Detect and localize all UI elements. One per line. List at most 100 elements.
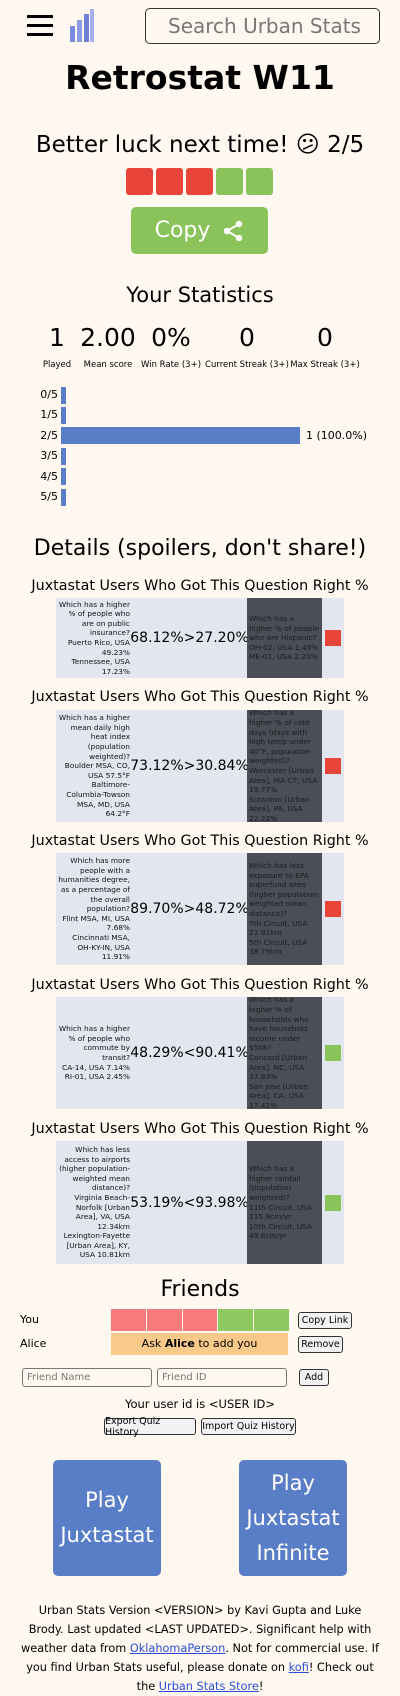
prompt-text: to add you — [198, 1337, 258, 1350]
pct-right: 93.98% — [195, 1194, 249, 1211]
option-name: 7th Circuit, USA — [249, 918, 308, 928]
import-button[interactable]: Import Quiz History — [201, 1418, 296, 1435]
stat-value: 1 — [49, 323, 65, 352]
option-name: San Jose [Urban Area], CA, USA — [249, 1081, 308, 1101]
prompt-text: Ask — [141, 1337, 162, 1350]
friend-square — [111, 1309, 146, 1331]
result-square — [325, 630, 341, 646]
option-name: Tennessee, USA — [71, 657, 130, 667]
search-placeholder: Search Urban Stats — [168, 14, 361, 38]
option-name: OH-02, USA — [249, 642, 293, 652]
question-text: Which has less access to airports (highe… — [59, 1144, 130, 1193]
remove-button[interactable]: Remove — [298, 1336, 343, 1353]
menu-bar — [27, 15, 53, 18]
copy-button[interactable]: Copy — [131, 207, 268, 254]
question-text: Which has more people with a humanities … — [58, 856, 130, 914]
option: Lexington-Fayette [Urban Area], KY, USA … — [58, 1231, 130, 1260]
question-box: Which has a higher mean daily high heat … — [56, 710, 344, 822]
option: RI-01, USA 2.45% — [58, 1072, 130, 1082]
comparator: < — [183, 1045, 196, 1061]
question-heading: Juxtastat Users Who Got This Question Ri… — [31, 977, 369, 993]
footer-link[interactable]: Urban Stats Store — [158, 1680, 259, 1693]
stat-label: Win Rate (3+) — [140, 360, 202, 370]
pct-left: 68.12% — [130, 630, 184, 646]
button-label: Add — [304, 1372, 324, 1383]
result-square — [325, 901, 341, 917]
menu-bar — [27, 24, 53, 27]
question-cell: Which has less exposure to EPA superfund… — [247, 853, 322, 965]
friend-name-input[interactable]: Friend Name — [22, 1368, 152, 1387]
friends-title: Friends — [160, 1277, 240, 1302]
copy-link-button[interactable]: Copy Link — [298, 1312, 352, 1329]
result-square — [325, 758, 341, 774]
add-button[interactable]: Add — [299, 1369, 329, 1386]
result-square — [186, 168, 213, 195]
result-square — [325, 1045, 341, 1061]
logo[interactable] — [68, 8, 96, 44]
option: Cincinnati MSA, OH-KY-IN, USA 11.91% — [58, 933, 130, 962]
question-cell: Which has more people with a humanities … — [56, 853, 132, 965]
option-name: Boulder MSA, CO, USA — [64, 761, 130, 780]
option: 5th Circuit, USA 38.79km — [249, 938, 320, 957]
stat-label: Current Streak (3+) — [205, 360, 289, 370]
option: Scranton [Urban Area], PA, USA 22.22% — [249, 795, 320, 822]
hist-bar — [61, 406, 66, 424]
option-value: 19.77% — [249, 785, 278, 795]
question-heading: Juxtastat Users Who Got This Question Ri… — [31, 833, 369, 849]
hist-bar — [61, 386, 66, 404]
option: CA-14, USA 7.14% — [58, 1063, 130, 1073]
option-value: 11.91% — [101, 952, 130, 962]
question-text: Which has less exposure to EPA superfund… — [249, 861, 320, 918]
question-box: Which has a higher % of people who commu… — [56, 997, 344, 1109]
comparator: < — [183, 1194, 196, 1211]
pct-right: 48.72% — [195, 901, 249, 917]
option-name: Concord [Urban Area], NC, USA — [249, 1053, 308, 1072]
friend-square — [182, 1309, 218, 1331]
menu-button[interactable] — [27, 15, 53, 37]
result-square — [216, 168, 243, 195]
question-heading: Juxtastat Users Who Got This Question Ri… — [31, 1121, 369, 1137]
search-box[interactable]: Search Urban Stats — [145, 8, 380, 44]
result-square — [156, 168, 183, 195]
question-cell: Which has less access to airports (highe… — [56, 1141, 132, 1264]
hist-bar — [61, 447, 66, 465]
option-name: CA-14, USA — [62, 1062, 105, 1072]
option: OH-02, USA 1.49% — [249, 643, 320, 653]
question-cell: Which has a higher % of people who commu… — [56, 997, 132, 1109]
friend-id-input[interactable]: Friend ID — [157, 1368, 287, 1387]
footer-text: . Not for commercial use. If you find Ur… — [26, 1642, 379, 1674]
option: 7th Circuit, USA 21.91km — [249, 919, 320, 938]
question-box: Which has less access to airports (highe… — [56, 1141, 344, 1264]
details-title: Details (spoilers, don't share!) — [33, 536, 367, 561]
hist-bar — [61, 468, 66, 486]
option-value: 21.91km — [249, 928, 282, 938]
question-text: Which has a higher mean daily high heat … — [58, 713, 130, 761]
percentages: 53.19% < 93.98% — [130, 1141, 249, 1264]
footer-link[interactable]: OklahomaPerson — [129, 1642, 226, 1655]
footer-text: ! — [258, 1680, 264, 1693]
result-square — [246, 168, 273, 195]
percentages: 73.12% > 30.84% — [130, 710, 249, 822]
placeholder: Friend Name — [27, 1372, 91, 1383]
stat-label: Max Streak (3+) — [290, 360, 360, 370]
play-button[interactable]: Play Juxtastat — [53, 1460, 161, 1576]
question-cell: Which has a higher % of households who h… — [247, 997, 322, 1109]
export-button[interactable]: Export Quiz History — [104, 1416, 196, 1438]
placeholder: Friend ID — [162, 1372, 207, 1383]
percentages: 48.29% < 90.41% — [130, 997, 249, 1109]
option-value: 22.22% — [249, 813, 278, 822]
stat-label: Mean score — [83, 360, 133, 370]
play-button[interactable]: Play Juxtastat Infinite — [239, 1460, 347, 1576]
footer-link[interactable]: kofi — [288, 1661, 309, 1674]
prompt-friend: Alice — [164, 1337, 195, 1350]
pct-left: 89.70% — [130, 901, 184, 917]
copy-label: Copy — [154, 218, 211, 243]
option-value: 7.68% — [106, 923, 130, 933]
option: Puerto Rico, USA 49.23% — [58, 638, 130, 657]
question-cell: Which has a higher % of people who are o… — [56, 598, 132, 678]
option-value: 64.2°F — [105, 809, 130, 819]
option: ME-01, USA 2.20% — [249, 652, 320, 662]
question-box: Which has more people with a humanities … — [56, 853, 344, 965]
question-text: Which has a higher % of households who h… — [249, 997, 309, 1053]
pct-right: 27.20% — [195, 630, 249, 646]
